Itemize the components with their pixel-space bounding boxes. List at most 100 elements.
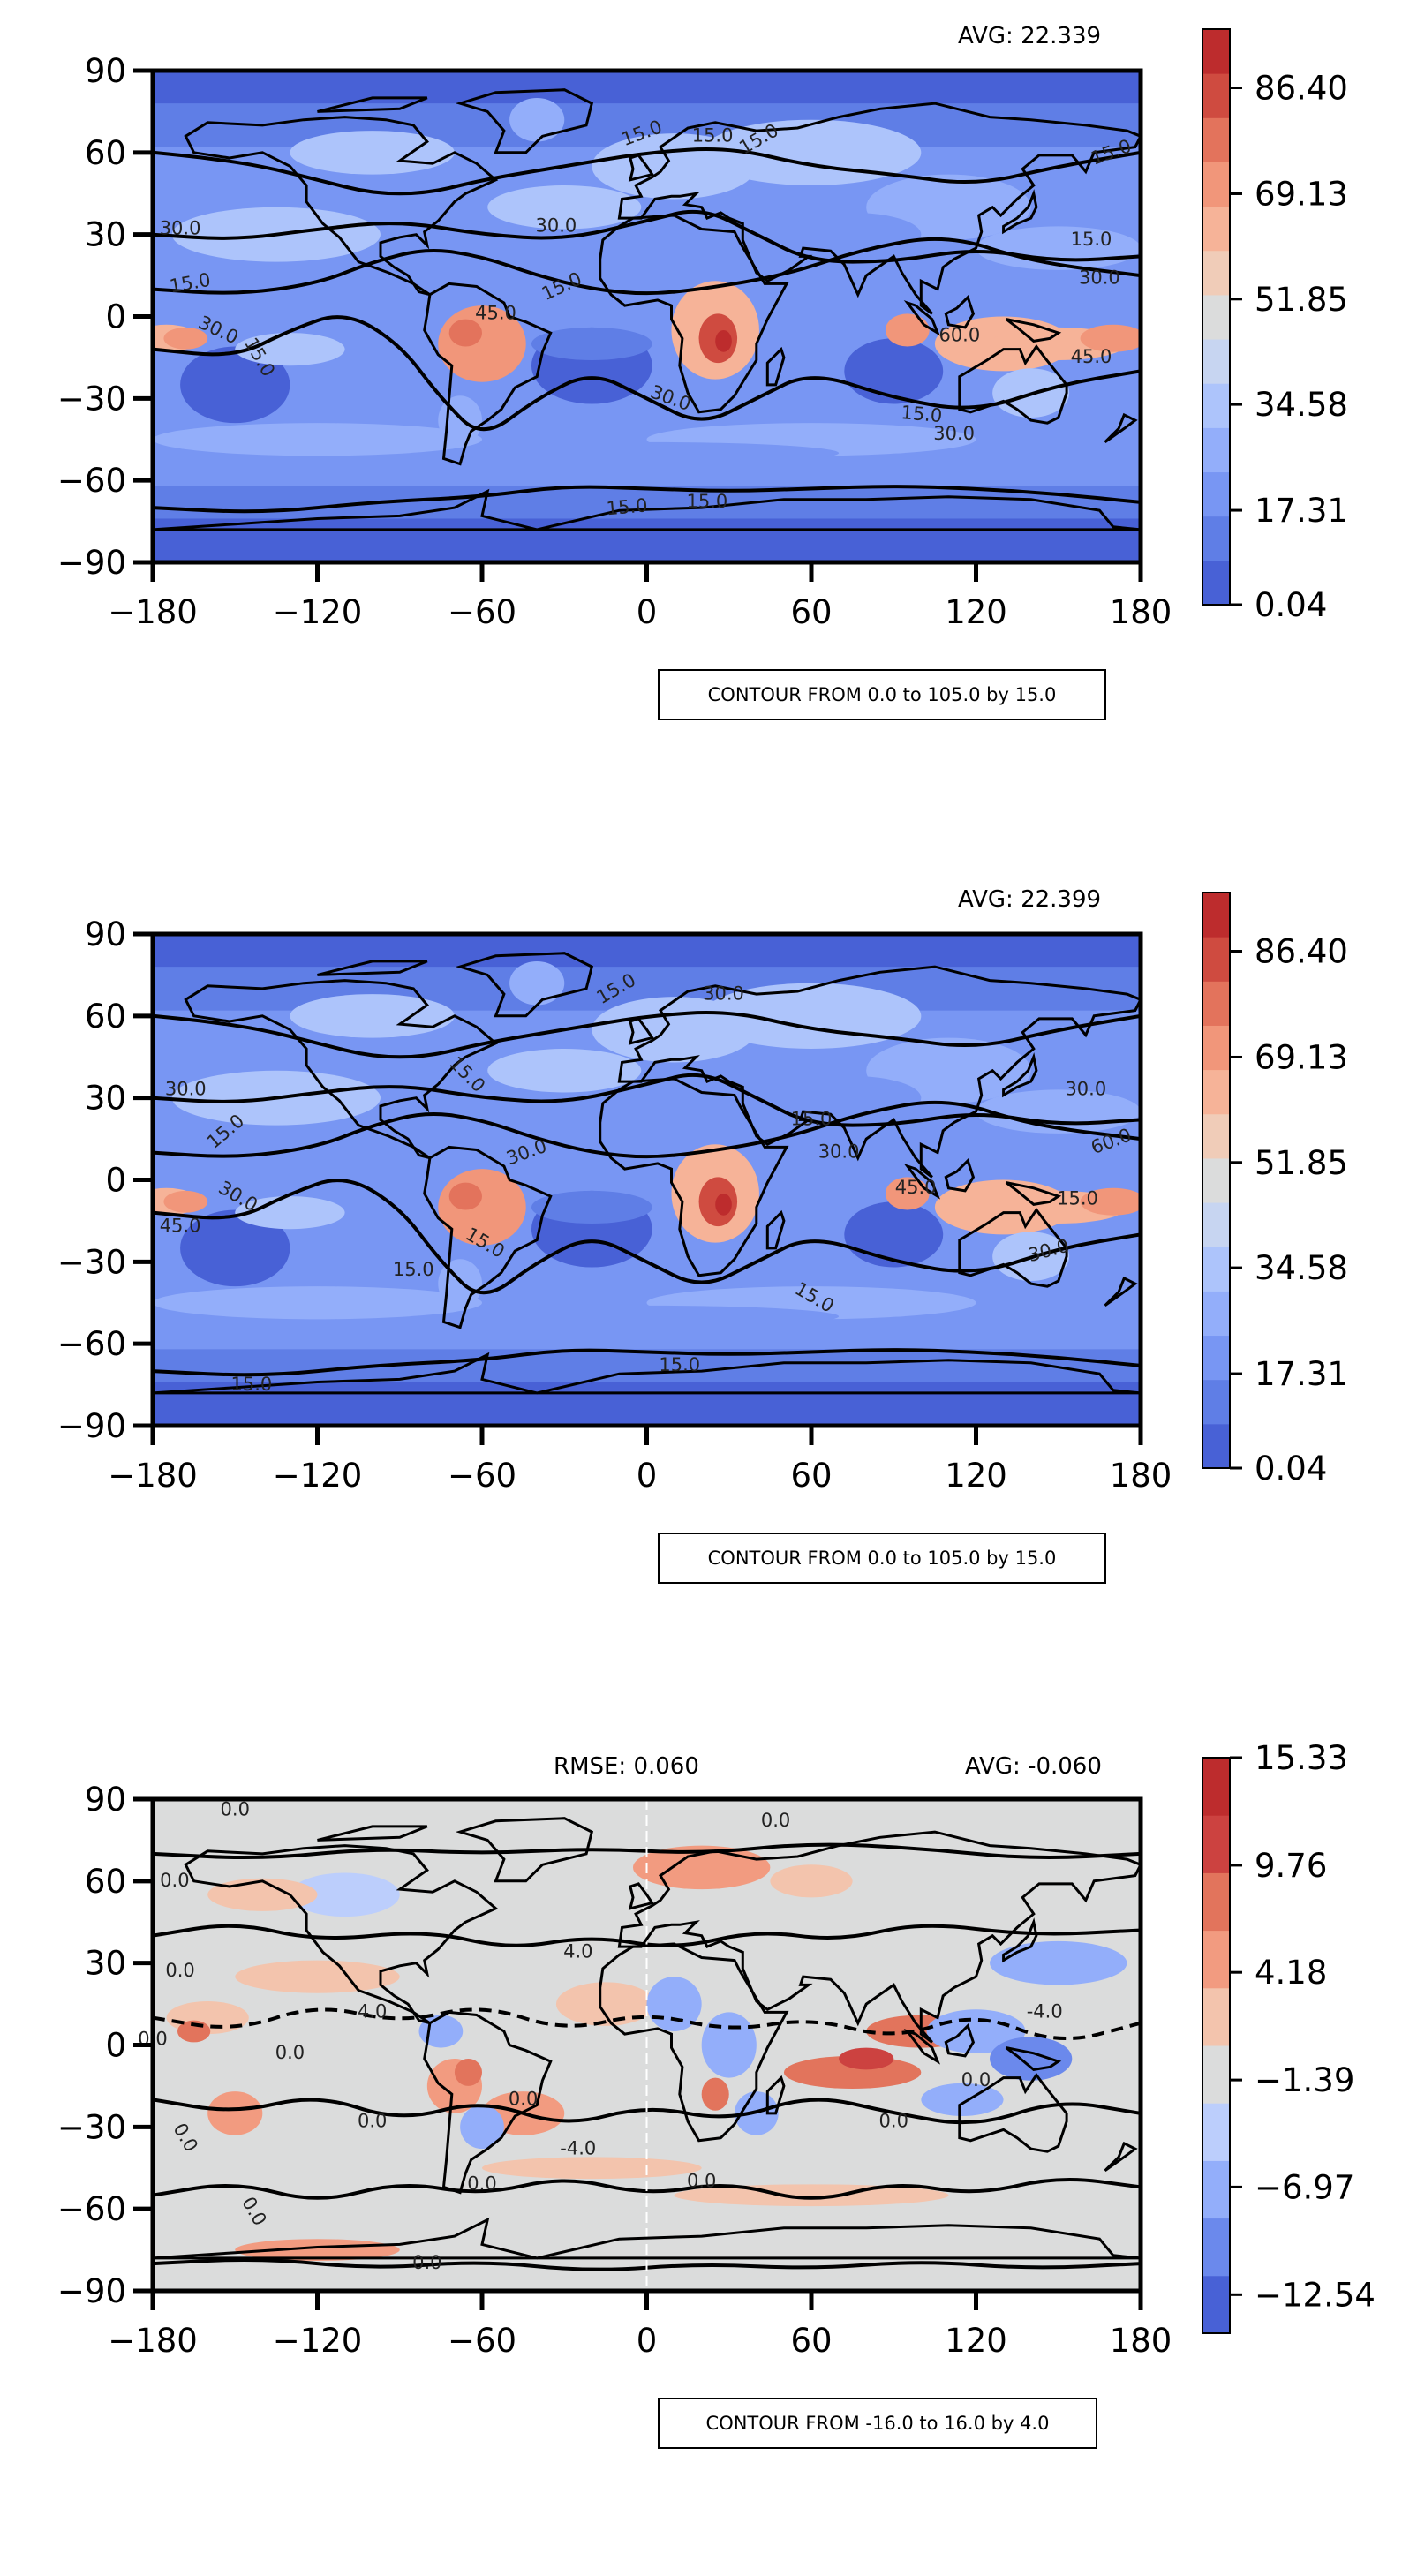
field-region	[715, 329, 732, 352]
y-tick-label: −90	[57, 1407, 126, 1445]
y-tick-label: 90	[85, 1781, 126, 1819]
coastline-madagascar	[765, 346, 786, 387]
coastline-new-guinea	[1005, 2046, 1062, 2071]
colorbar-segment	[1202, 2218, 1230, 2277]
coastline-north-america	[184, 979, 499, 1160]
contour-label: 0.0	[879, 2110, 908, 2131]
contour-label: 30.0	[933, 423, 975, 444]
colorbar-segment	[1202, 560, 1230, 606]
contour-label: 0.0	[165, 1960, 194, 1981]
colorbar-tick-label: 34.58	[1255, 386, 1348, 424]
y-tick-label: 30	[85, 1945, 126, 1983]
field-region	[770, 1864, 853, 1898]
y-tick-label: −60	[57, 1325, 126, 1363]
contour-line	[153, 2098, 1141, 2125]
field-region	[674, 2184, 949, 2207]
coastline-antarctica	[153, 2217, 1141, 2260]
x-tick-label: 0	[637, 1457, 658, 1495]
y-tick-label: −90	[57, 2272, 126, 2310]
coastline-sumatra	[903, 300, 941, 336]
field-region	[555, 1982, 655, 2026]
colorbar-segment	[1202, 1335, 1230, 1381]
panel-middle: AVG: 22.399 15.0 30.0 30.0 15.0 30.0 30.0 45.0…	[0, 863, 1417, 1711]
colorbar-segment	[1202, 73, 1230, 118]
contour-line	[153, 1073, 1141, 1127]
coastline-new-zealand	[1104, 412, 1138, 444]
x-tick-label: −120	[273, 2322, 363, 2360]
colorbar-segment	[1202, 427, 1230, 473]
contour-line	[153, 237, 1141, 296]
colorbar-tick-label: 34.58	[1255, 1249, 1348, 1287]
colorbar-tick-label: 9.76	[1255, 1847, 1327, 1885]
x-tick-label: −180	[108, 593, 198, 631]
x-tick-label: 180	[1110, 1457, 1172, 1495]
south-polar-band	[153, 518, 1141, 562]
contour-label: 15.0	[692, 124, 734, 146]
ocean-low-region	[844, 1201, 944, 1268]
colorbar-segment	[1202, 981, 1230, 1026]
x-tick-label: 60	[790, 2322, 832, 2360]
colorbar-segment	[1202, 250, 1230, 296]
field-region	[460, 2105, 504, 2150]
contour-line	[153, 2177, 1141, 2200]
colorbar-tick-label: −6.97	[1255, 2168, 1354, 2206]
colorbar-segment	[1202, 1113, 1230, 1159]
contour-label: 30.0	[165, 1079, 207, 1100]
colorbar-segment	[1202, 294, 1230, 340]
coastline-borneo	[944, 295, 976, 329]
contour-label: 30.0	[160, 218, 201, 239]
field-region	[509, 97, 565, 142]
panel-top: AVG: 22.339 15.0 15.0 30.0 15.0 30.0 30.0 15.0…	[0, 0, 1417, 847]
contour-label: 30.0	[536, 215, 577, 237]
colorbar-tick-label: 51.85	[1255, 281, 1348, 319]
contour-label: 0.0	[761, 1810, 790, 1831]
ocean-low-region	[180, 346, 290, 424]
colorbar-frame	[1202, 1757, 1231, 2334]
y-tick-label: −60	[57, 2190, 126, 2228]
colorbar-segment	[1202, 516, 1230, 561]
y-tick-label: −30	[57, 2108, 126, 2146]
contour-note: CONTOUR FROM -16.0 to 16.0 by 4.0	[658, 2398, 1097, 2449]
coastline-uk	[628, 1017, 655, 1045]
y-tick-label: 90	[85, 52, 126, 90]
contour-line	[153, 2257, 1141, 2271]
field-region	[454, 2058, 482, 2086]
coastline-australia	[958, 2072, 1068, 2153]
coastline-arctic-islands	[317, 96, 428, 113]
colorbar-tick-label: 17.31	[1255, 492, 1348, 530]
field-region	[990, 2037, 1073, 2081]
coastline-new-zealand	[1104, 2141, 1138, 2173]
y-tick-label: 0	[105, 2027, 126, 2065]
colorbar-frame	[1202, 28, 1231, 606]
coastline-antarctica	[153, 1352, 1141, 1395]
colorbar-segment	[1202, 1930, 1230, 1989]
field-region	[839, 2047, 894, 2070]
x-tick-label: 180	[1110, 2322, 1172, 2360]
coastline-japan	[1002, 189, 1038, 235]
colorbar-segment	[1202, 2160, 1230, 2219]
colorbar-tick-label: 17.31	[1255, 1355, 1348, 1393]
contour-label: 0.0	[687, 2170, 716, 2191]
x-tick-label: −120	[273, 1457, 363, 1495]
map-figure: 0.0 0.0 0.0 0.0 4.0 0.0 0.0 4.0 0.0 0.0 0.0 0.0 0.0 -…	[57, 1739, 1376, 2360]
field-region	[487, 185, 642, 230]
coastline-japan	[1002, 1052, 1038, 1098]
field-region	[701, 983, 922, 1049]
colorbar-tick-label: 69.13	[1255, 175, 1348, 213]
contour-line	[153, 315, 1141, 432]
x-tick-label: −120	[273, 593, 363, 631]
colorbar-tick-label: 15.33	[1255, 1739, 1348, 1777]
colorbar-tick-label: 51.85	[1255, 1144, 1348, 1182]
x-tick-label: 120	[945, 593, 1007, 631]
coastline-arctic-islands	[317, 1825, 428, 1842]
y-tick-label: −30	[57, 1243, 126, 1281]
contour-label: 15.0	[1057, 1187, 1098, 1209]
map-figure: 15.0 15.030.015.030.030.015.015.030.0 15.0…	[57, 28, 1348, 631]
colorbar-segment	[1202, 1379, 1230, 1425]
x-tick-label: 0	[637, 2322, 658, 2360]
y-tick-label: −60	[57, 462, 126, 500]
colorbar-tick-label: −12.54	[1255, 2276, 1376, 2314]
contour-label: 0.0	[961, 2069, 991, 2090]
y-tick-label: 60	[85, 134, 126, 172]
y-tick-label: −90	[57, 544, 126, 582]
